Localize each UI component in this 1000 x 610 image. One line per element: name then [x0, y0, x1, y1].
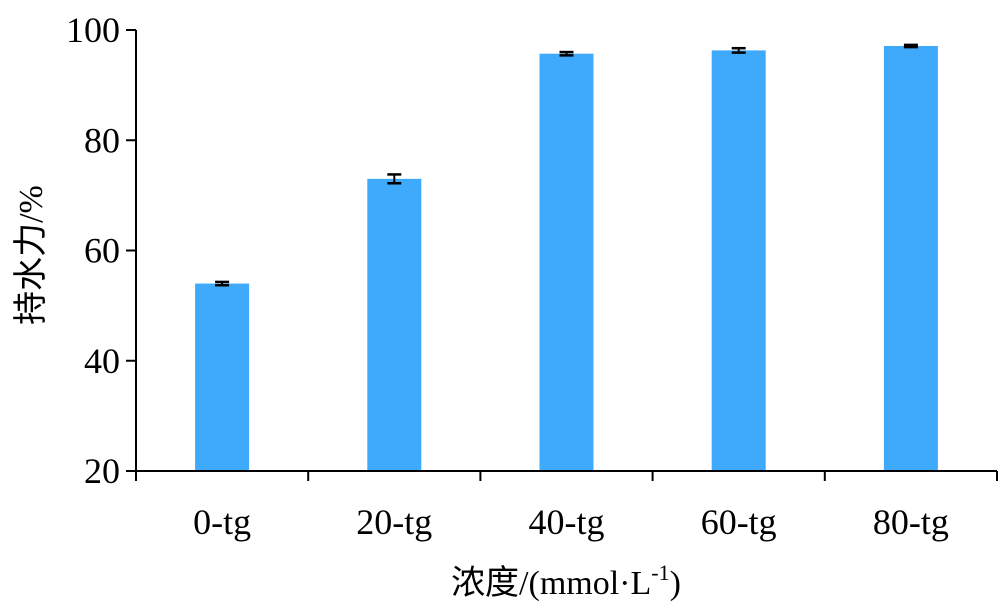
x-tick-label: 60-tg	[701, 502, 777, 542]
bar-0-tg	[195, 283, 250, 471]
y-axis-title: 持水力/%	[12, 185, 50, 325]
y-tick-label: 60	[84, 231, 120, 271]
x-tick-label: 40-tg	[529, 502, 605, 542]
x-tick-label: 80-tg	[873, 502, 949, 542]
x-axis-title-main: 浓度/(mmol·L	[451, 564, 651, 602]
bar-80-tg	[883, 45, 938, 471]
y-tick-label: 20	[84, 451, 120, 491]
bar-60-tg	[711, 50, 766, 472]
y-tick-label: 100	[66, 10, 120, 50]
x-axis-title: 浓度/(mmol·L-1)	[451, 560, 681, 602]
axes-group	[126, 29, 998, 481]
bar-20-tg	[367, 178, 422, 471]
x-axis-title-superscript: -1	[651, 560, 669, 585]
y-tick-labels: 20 40 60 80 100	[66, 10, 120, 491]
x-tick-labels: 0-tg 20-tg 40-tg 60-tg 80-tg	[193, 502, 949, 542]
y-tick-label: 40	[84, 341, 120, 381]
error-bars-group	[215, 43, 918, 287]
x-tick-label: 20-tg	[356, 502, 432, 542]
y-tick-label: 80	[84, 120, 120, 160]
bar-40-tg	[539, 53, 594, 472]
bars-group	[195, 45, 938, 472]
x-axis-title-close: )	[670, 565, 681, 602]
x-tick-label: 0-tg	[193, 502, 251, 542]
